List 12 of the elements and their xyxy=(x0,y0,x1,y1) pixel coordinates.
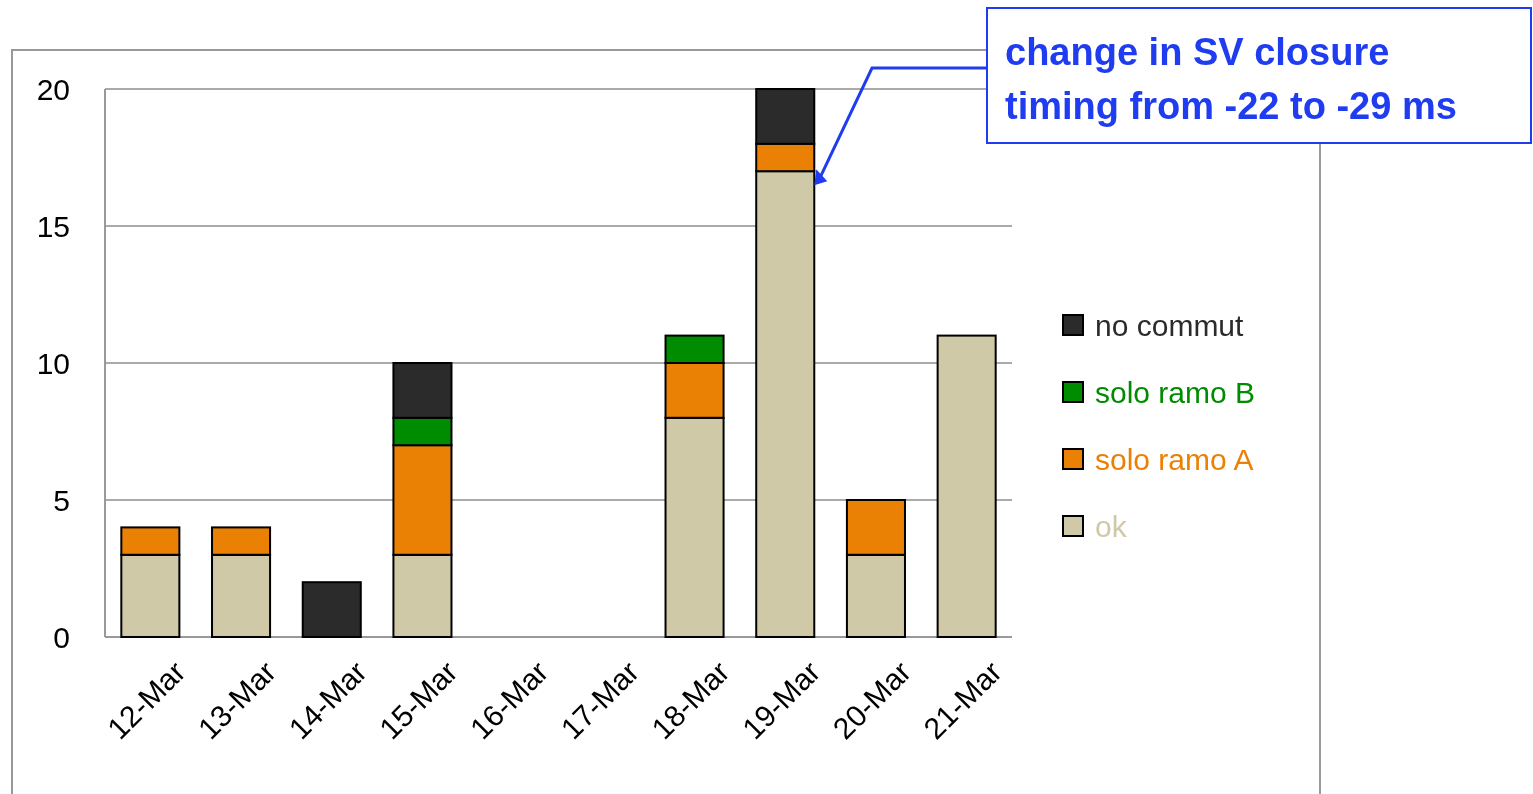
bar xyxy=(301,581,362,638)
annotation: change in SV closure timing from -22 to -29 ms xyxy=(1005,31,1457,128)
legend-label: solo ramo A xyxy=(1095,442,1254,476)
legend-label: ok xyxy=(1095,509,1128,543)
y-tick-label: 5 xyxy=(53,483,70,517)
y-tick-label: 0 xyxy=(53,620,70,654)
y-tick-label: 15 xyxy=(36,209,70,243)
y-tick-label: 10 xyxy=(36,346,70,380)
bar xyxy=(936,334,997,638)
legend-label: no commut xyxy=(1095,308,1245,342)
legend-label: solo ramo B xyxy=(1095,375,1256,409)
y-tick-label: 20 xyxy=(36,72,70,106)
